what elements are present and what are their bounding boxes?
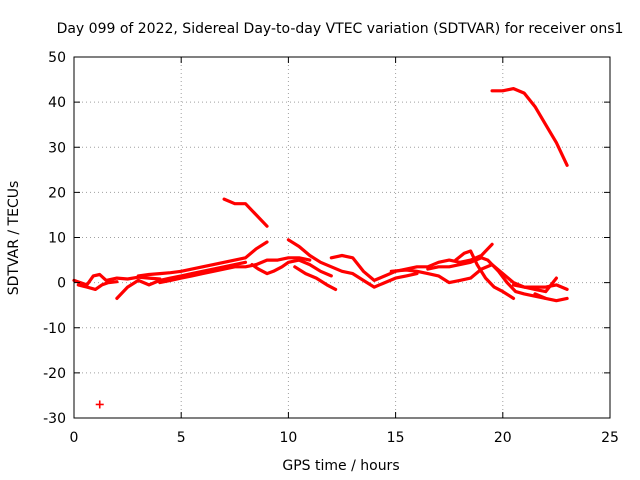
y-tick-labels: -30 -20 -10 0 10 20 30 40 50: [43, 50, 66, 427]
y-axis-label: SDTVAR / TECUs: [6, 181, 22, 296]
x-tick-label: 15: [387, 430, 405, 446]
y-tick-label: 20: [48, 185, 66, 201]
grid: [74, 57, 610, 418]
series-layer: [72, 87, 569, 409]
y-tick-label: 50: [48, 50, 66, 66]
series-arc-10: [329, 242, 494, 282]
y-tick-label: -20: [43, 366, 66, 382]
y-tick-label: 0: [57, 276, 66, 292]
x-tick-label: 20: [494, 430, 512, 446]
x-axis-label: GPS time / hours: [282, 458, 399, 474]
series-arc-2: [76, 280, 119, 291]
series-arc-16: [490, 87, 569, 167]
series-arc-13: [454, 249, 516, 300]
series-arc-6: [250, 258, 333, 278]
chart-title: Day 099 of 2022, Sidereal Day-to-day VTE…: [57, 21, 624, 37]
series-arc-12: [426, 256, 548, 300]
x-tick-label: 25: [601, 430, 619, 446]
x-tick-label: 10: [279, 430, 297, 446]
series-arc-14: [511, 283, 569, 291]
isolated-point: [95, 400, 104, 409]
y-tick-label: -10: [43, 321, 66, 337]
y-tick-label: 40: [48, 95, 66, 111]
x-tick-label: 5: [177, 430, 186, 446]
y-tick-label: 30: [48, 140, 66, 156]
x-tick-labels: 0 5 10 15 20 25: [70, 430, 619, 446]
series-arc-1: [72, 272, 162, 287]
series-arc-4: [136, 240, 269, 278]
series-arc-9: [293, 265, 338, 291]
x-tick-label: 0: [70, 430, 79, 446]
y-tick-label: -30: [43, 411, 66, 427]
axis-ticks: [73, 56, 611, 419]
series-arc-8: [286, 238, 419, 289]
series-arc-15: [533, 292, 569, 303]
y-tick-label: 10: [48, 231, 66, 247]
series-arc-5: [158, 256, 312, 285]
series-arc-3: [115, 260, 248, 300]
series-arc-7: [222, 197, 269, 228]
